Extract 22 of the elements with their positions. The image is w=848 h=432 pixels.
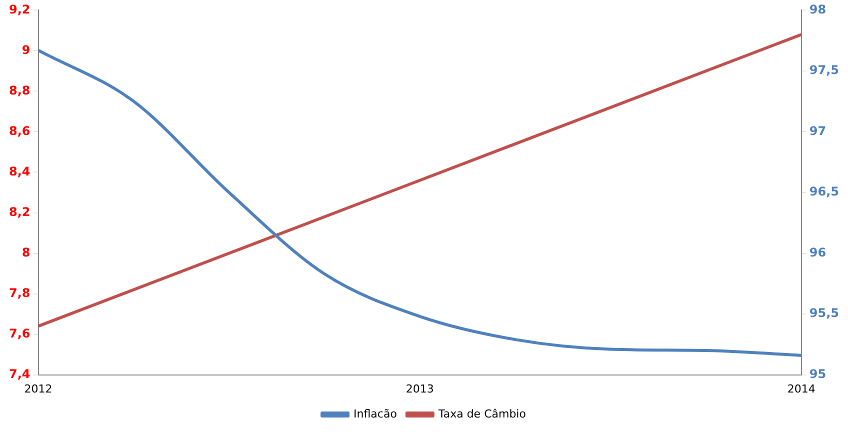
y2-tick-label: 98 xyxy=(809,2,826,16)
y-tick-label: 8,2 xyxy=(8,204,30,219)
y2-tick-label: 95,5 xyxy=(809,306,839,320)
y-tick-label: 8,4 xyxy=(8,164,30,178)
y2-tick-label: 95 xyxy=(809,366,826,381)
y2-tick-label: 97 xyxy=(809,124,826,138)
y-tick-label: 9 xyxy=(22,42,30,57)
legend-label: Taxa de Câmbio xyxy=(437,407,526,420)
y-tick-label: 8,6 xyxy=(8,124,30,138)
y2-tick-label: 96 xyxy=(809,245,826,260)
y-tick-label: 7,4 xyxy=(8,366,30,381)
y2-tick-label: 96,5 xyxy=(809,184,839,199)
x-tick-label: 2012 xyxy=(24,382,52,396)
y-tick-label: 8,8 xyxy=(8,83,30,98)
x-tick-label: 2014 xyxy=(787,382,816,396)
y-tick-label: 9,2 xyxy=(8,2,30,16)
legend-label: Inflacão xyxy=(354,407,398,420)
y-tick-label: 7,6 xyxy=(8,326,30,340)
y-tick-label: 7,8 xyxy=(8,286,30,300)
x-tick-label: 2013 xyxy=(406,382,434,396)
y-tick-label: 8 xyxy=(22,245,30,260)
y2-tick-label: 97,5 xyxy=(809,63,839,78)
